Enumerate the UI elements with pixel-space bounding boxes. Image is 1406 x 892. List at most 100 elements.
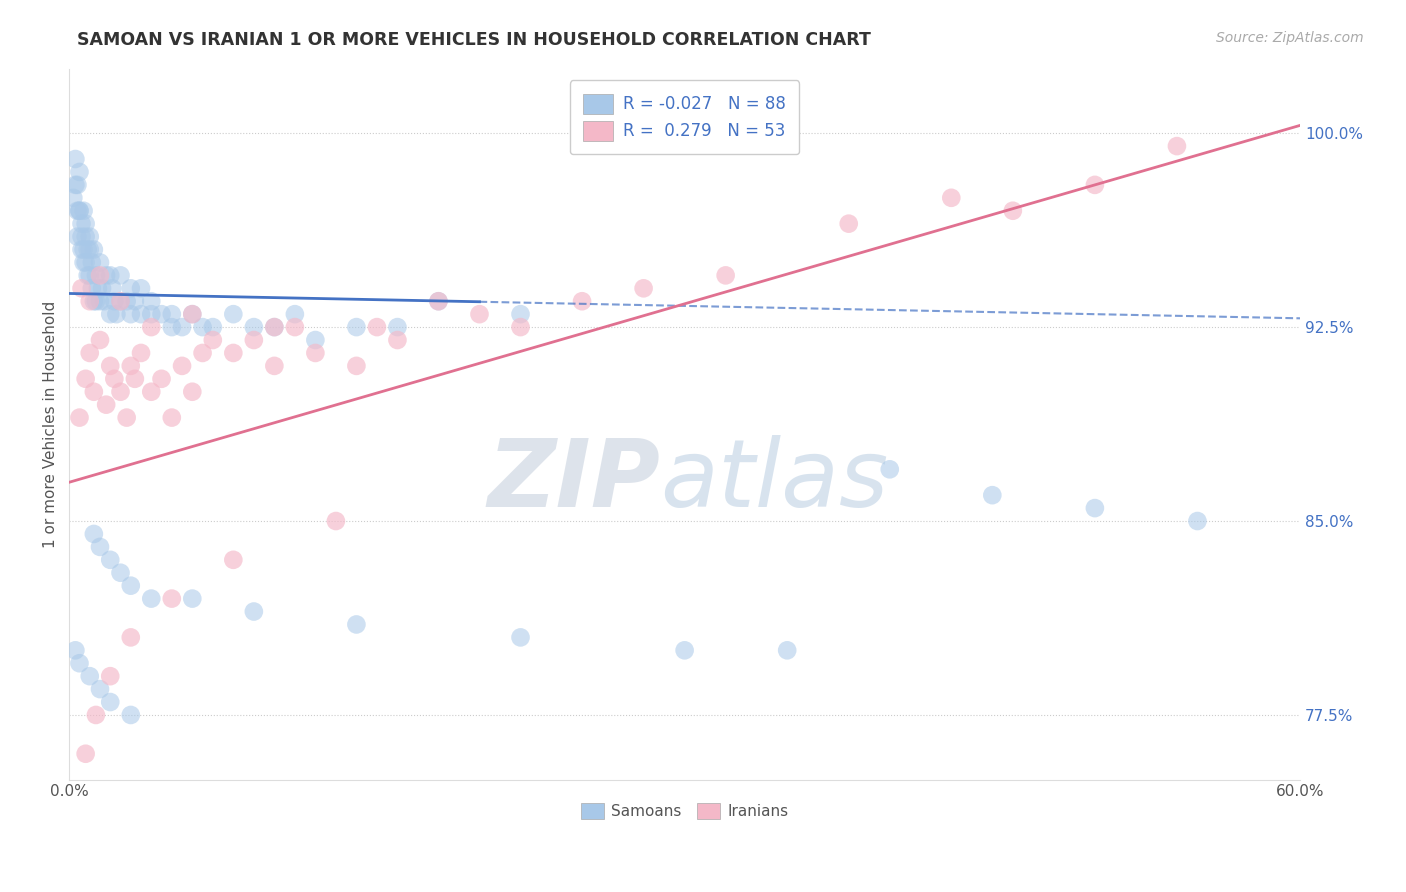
Point [120, 579, 142, 593]
Point [201, 320, 224, 334]
Point [101, 281, 124, 295]
Point [160, 591, 183, 606]
Point [84, 708, 107, 723]
Text: ZIP: ZIP [486, 435, 659, 527]
Point [284, 320, 307, 334]
Point [110, 294, 132, 309]
Point [222, 307, 245, 321]
Point [141, 591, 163, 606]
Point [124, 372, 146, 386]
Point [110, 384, 132, 399]
Point [89, 540, 111, 554]
Point [201, 333, 224, 347]
Point [879, 462, 901, 476]
Point [83, 527, 105, 541]
Point [89, 682, 111, 697]
Point [69, 203, 91, 218]
Point [181, 591, 204, 606]
Y-axis label: 1 or more Vehicles in Household: 1 or more Vehicles in Household [44, 301, 58, 548]
Point [66, 178, 89, 192]
Point [120, 359, 142, 373]
Point [673, 643, 696, 657]
Point [263, 320, 285, 334]
Point [70, 281, 93, 295]
Point [129, 307, 152, 321]
Point [141, 384, 163, 399]
Point [91, 281, 114, 295]
Point [70, 217, 93, 231]
Point [65, 152, 87, 166]
Point [222, 553, 245, 567]
Point [96, 268, 118, 283]
Point [344, 617, 367, 632]
Point [79, 268, 101, 283]
Point [115, 294, 138, 309]
Point [141, 320, 163, 334]
Point [65, 643, 87, 657]
Point [129, 346, 152, 360]
Point [120, 631, 142, 645]
Point [304, 346, 326, 360]
Point [110, 566, 132, 580]
Point [83, 294, 105, 309]
Point [75, 255, 97, 269]
Point [124, 294, 146, 309]
Point [427, 294, 450, 309]
Point [468, 307, 491, 321]
Point [191, 346, 214, 360]
Point [79, 669, 101, 683]
Point [571, 294, 593, 309]
Point [103, 294, 125, 309]
Point [150, 372, 173, 386]
Point [103, 372, 125, 386]
Point [72, 243, 94, 257]
Point [243, 333, 266, 347]
Point [89, 268, 111, 283]
Point [344, 359, 367, 373]
Point [129, 281, 152, 295]
Point [191, 320, 214, 334]
Point [115, 410, 138, 425]
Point [110, 268, 132, 283]
Point [1187, 514, 1209, 528]
Point [76, 268, 98, 283]
Point [170, 320, 193, 334]
Point [98, 307, 121, 321]
Point [79, 229, 101, 244]
Point [1166, 139, 1188, 153]
Point [110, 294, 132, 309]
Point [387, 333, 409, 347]
Point [79, 294, 101, 309]
Point [150, 307, 173, 321]
Point [84, 268, 107, 283]
Point [70, 243, 93, 257]
Point [75, 229, 97, 244]
Point [181, 384, 204, 399]
Point [83, 384, 105, 399]
Point [427, 294, 450, 309]
Point [98, 359, 121, 373]
Point [96, 398, 118, 412]
Text: SAMOAN VS IRANIAN 1 OR MORE VEHICLES IN HOUSEHOLD CORRELATION CHART: SAMOAN VS IRANIAN 1 OR MORE VEHICLES IN … [77, 31, 872, 49]
Point [366, 320, 388, 334]
Point [105, 307, 128, 321]
Point [69, 165, 91, 179]
Point [120, 281, 142, 295]
Point [66, 203, 89, 218]
Text: atlas: atlas [659, 435, 889, 526]
Point [714, 268, 737, 283]
Legend: Samoans, Iranians: Samoans, Iranians [575, 797, 794, 825]
Point [98, 669, 121, 683]
Point [1084, 501, 1107, 516]
Point [120, 708, 142, 723]
Point [263, 320, 285, 334]
Point [79, 346, 101, 360]
Point [325, 514, 347, 528]
Point [838, 217, 860, 231]
Point [181, 307, 204, 321]
Point [69, 203, 91, 218]
Point [70, 229, 93, 244]
Point [222, 346, 245, 360]
Point [141, 294, 163, 309]
Text: Source: ZipAtlas.com: Source: ZipAtlas.com [1216, 31, 1364, 45]
